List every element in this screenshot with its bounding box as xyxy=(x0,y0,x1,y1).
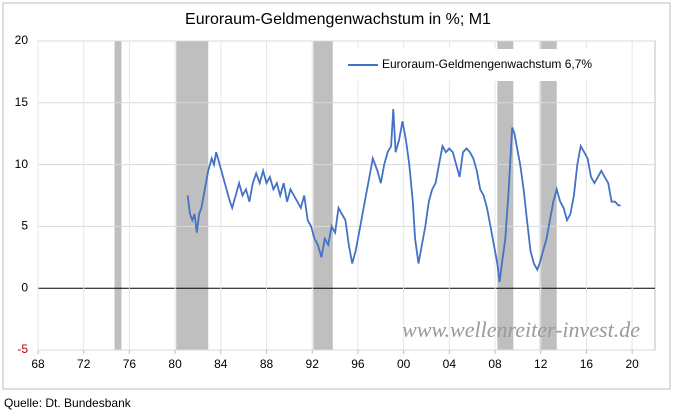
shaded-period xyxy=(497,41,514,350)
x-tick-label: 84 xyxy=(214,357,228,371)
x-tick-label: 04 xyxy=(443,357,457,371)
x-tick-label: 08 xyxy=(488,357,502,371)
series-line xyxy=(186,108,621,283)
x-tick-label: 72 xyxy=(77,357,91,371)
x-tick-label: 88 xyxy=(260,357,274,371)
y-tick-label: 0 xyxy=(21,280,28,294)
source-note: Quelle: Dt. Bundesbank xyxy=(4,396,132,410)
x-tick-label: 92 xyxy=(306,357,320,371)
x-tick-label: 96 xyxy=(351,357,365,371)
y-tick-label: 15 xyxy=(15,95,29,109)
chart-title: Euroraum-Geldmengenwachstum in %; M1 xyxy=(185,11,491,28)
shaded-period xyxy=(539,41,557,350)
x-tick-label: 20 xyxy=(625,357,639,371)
x-tick-label: 12 xyxy=(534,357,548,371)
x-tick-label: 76 xyxy=(123,357,137,371)
y-tick-label: -5 xyxy=(17,342,28,356)
x-tick-label: 80 xyxy=(168,357,182,371)
y-tick-label: 5 xyxy=(21,219,28,233)
y-tick-label: 10 xyxy=(15,157,29,171)
shaded-period xyxy=(313,41,333,350)
watermark: www.wellenreiter-invest.de xyxy=(402,317,640,342)
legend-box xyxy=(338,49,614,81)
x-tick-label: 68 xyxy=(31,357,45,371)
shaded-period xyxy=(114,41,122,350)
y-tick-label: 20 xyxy=(15,33,29,47)
x-tick-label: 16 xyxy=(580,357,594,371)
plot-area xyxy=(37,40,656,351)
x-tick-label: 00 xyxy=(397,357,411,371)
legend-label: Euroraum-Geldmengenwachstum 6,7% xyxy=(382,57,592,71)
